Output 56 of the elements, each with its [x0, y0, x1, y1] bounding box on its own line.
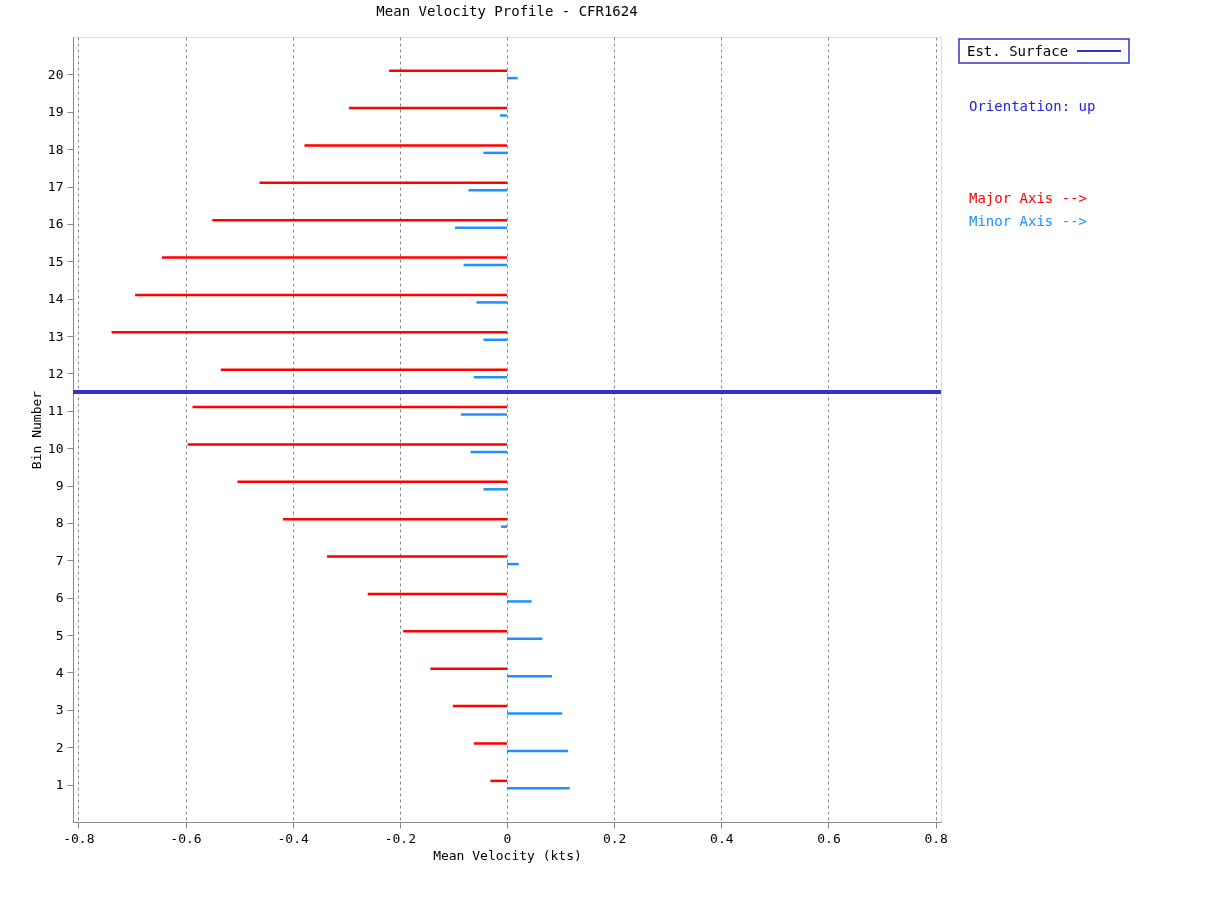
bar [455, 226, 507, 229]
x-tick-label: -0.6 [170, 830, 202, 846]
legend-label: Est. Surface [967, 43, 1069, 59]
bar [161, 256, 507, 259]
x-tick-label: -0.2 [384, 830, 416, 846]
bar [111, 331, 507, 334]
bar [187, 443, 507, 446]
bar [476, 301, 507, 304]
y-tick-label: 16 [47, 216, 64, 232]
x-tick-label: 0.2 [602, 830, 627, 846]
bar [460, 413, 507, 416]
bar [500, 114, 507, 117]
bar [430, 667, 507, 670]
y-tick-label: 9 [55, 478, 64, 494]
y-tick-label: 17 [47, 179, 64, 195]
y-tick-label: 11 [47, 403, 64, 419]
bar [389, 69, 507, 72]
bar [468, 189, 507, 192]
x-tick-label: 0.8 [924, 830, 948, 846]
y-tick-label: 1 [55, 777, 64, 793]
y-tick-label: 20 [47, 66, 64, 82]
y-tick-label: 10 [47, 440, 64, 456]
bar [507, 600, 532, 603]
bar [473, 742, 507, 745]
bar [507, 787, 570, 790]
bar [483, 488, 507, 491]
y-tick-label: 4 [55, 664, 64, 680]
y-tick-label: 15 [47, 253, 64, 269]
y-tick-label: 18 [47, 141, 64, 157]
text: Orientation: up [969, 98, 1096, 114]
bar [403, 630, 507, 633]
x-tick-label: 0.6 [817, 830, 841, 846]
y-tick-label: 3 [55, 702, 64, 718]
x-tick-label: -0.4 [277, 830, 309, 846]
chart-title: Mean Velocity Profile - CFR1624 [376, 3, 638, 19]
x-tick-label: -0.8 [63, 830, 95, 846]
bar [220, 368, 507, 371]
y-tick-label: 2 [55, 739, 64, 755]
y-tick-label: 6 [55, 590, 64, 606]
bar [507, 712, 563, 715]
text: Minor Axis --> [969, 213, 1088, 229]
x-axis-title: Mean Velocity (kts) [433, 847, 582, 863]
bar [326, 555, 507, 558]
x-tick-label: 0 [503, 830, 512, 846]
bar [304, 144, 507, 147]
bar [501, 525, 507, 528]
y-axis-title: Bin Number [28, 390, 44, 470]
y-tick-label: 14 [47, 291, 64, 307]
y-tick-label: 5 [55, 627, 64, 643]
y-tick-label: 8 [55, 515, 64, 531]
x-tick-label: 0.4 [710, 830, 734, 846]
y-tick-label: 19 [47, 104, 64, 120]
y-tick-label: 13 [47, 328, 64, 344]
text: Major Axis --> [969, 190, 1088, 206]
y-tick-label: 12 [47, 365, 64, 381]
y-tick-label: 7 [55, 552, 64, 568]
